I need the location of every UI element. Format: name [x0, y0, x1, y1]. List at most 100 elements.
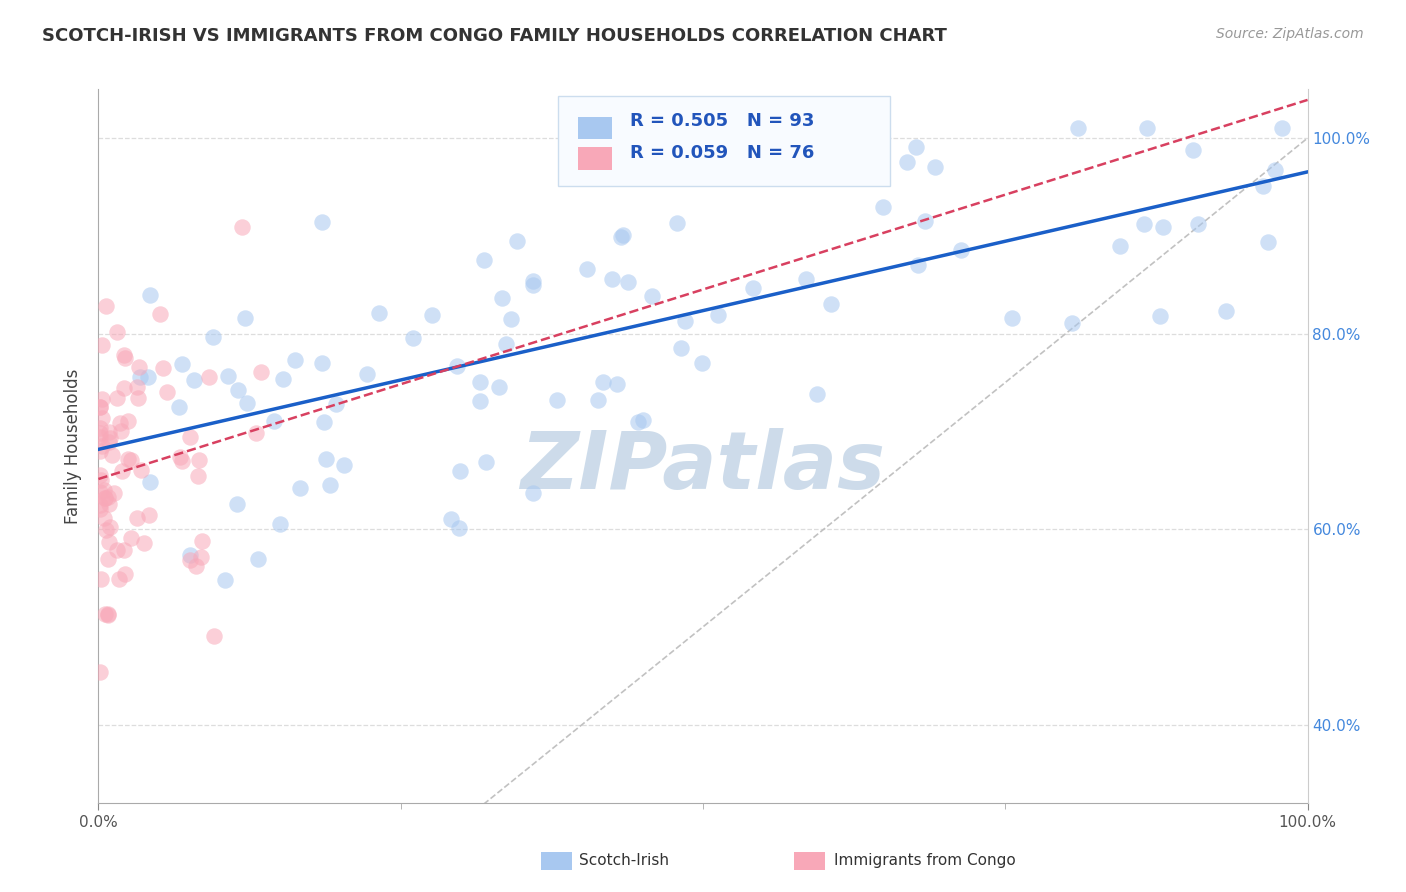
Point [117, 414, 139, 428]
Point [586, 392, 609, 407]
Point [806, 387, 828, 401]
Point [98, 520, 121, 534]
Point [1133, 217, 1156, 231]
Point [356, 367, 378, 381]
Point [201, 330, 224, 344]
Point [1152, 219, 1174, 234]
Text: R = 0.059   N = 76: R = 0.059 N = 76 [630, 145, 815, 162]
Point [105, 326, 128, 340]
Point [896, 154, 918, 169]
Point [616, 275, 638, 289]
Point [89, 401, 111, 415]
Point [94, 524, 117, 538]
Point [107, 543, 129, 558]
Point [367, 306, 389, 320]
Point [475, 455, 498, 469]
Point [89, 502, 111, 516]
Point [93, 511, 115, 525]
Point [202, 630, 225, 644]
Point [314, 416, 336, 430]
Point [149, 306, 172, 320]
Point [325, 397, 347, 411]
Point [794, 170, 817, 185]
Point [1149, 309, 1171, 323]
Point [488, 380, 510, 394]
Point [447, 521, 470, 535]
Point [741, 281, 763, 295]
Point [245, 425, 267, 440]
Point [128, 370, 150, 384]
Point [131, 463, 153, 477]
Point [89, 429, 111, 443]
Point [288, 481, 311, 495]
Point [499, 312, 522, 326]
Point [235, 311, 257, 326]
Point [170, 357, 193, 371]
Point [94, 491, 117, 505]
Point [439, 511, 461, 525]
Point [627, 415, 650, 429]
Point [90, 572, 112, 586]
Y-axis label: Family Households: Family Households [65, 368, 83, 524]
Point [97, 551, 120, 566]
Point [794, 271, 817, 285]
Point [491, 291, 513, 305]
Text: Immigrants from Congo: Immigrants from Congo [834, 854, 1015, 868]
Text: R = 0.505   N = 93: R = 0.505 N = 93 [630, 112, 815, 130]
Point [94, 299, 117, 313]
Point [169, 450, 191, 465]
Point [89, 421, 111, 435]
Point [226, 383, 249, 397]
Text: Source: ZipAtlas.com: Source: ZipAtlas.com [1216, 27, 1364, 41]
Point [127, 392, 149, 406]
Point [1066, 121, 1088, 136]
Point [1187, 218, 1209, 232]
Point [198, 370, 221, 384]
Point [592, 376, 614, 390]
Point [247, 551, 270, 566]
Text: Scotch-Irish: Scotch-Irish [579, 854, 669, 868]
Point [217, 369, 239, 384]
Point [673, 313, 696, 327]
FancyBboxPatch shape [578, 147, 613, 169]
Point [1253, 179, 1275, 194]
Point [420, 309, 443, 323]
Point [97, 535, 120, 549]
Point [94, 491, 117, 505]
Point [112, 381, 135, 395]
Point [924, 160, 946, 174]
Point [640, 288, 662, 302]
Point [98, 425, 121, 439]
Point [89, 498, 111, 512]
Point [111, 464, 134, 478]
Point [90, 338, 112, 352]
Point [249, 365, 271, 379]
Point [950, 244, 973, 258]
Point [315, 452, 337, 467]
Point [138, 475, 160, 489]
Point [139, 288, 162, 302]
Point [472, 253, 495, 268]
Point [402, 331, 425, 345]
Point [184, 558, 207, 573]
Point [214, 574, 236, 588]
Point [170, 454, 193, 468]
Point [89, 665, 111, 680]
Point [273, 372, 295, 386]
Point [89, 485, 111, 500]
Point [183, 373, 205, 387]
Point [132, 536, 155, 550]
Point [284, 353, 307, 368]
Point [470, 394, 492, 409]
Point [605, 376, 627, 391]
Point [522, 485, 544, 500]
Point [1257, 235, 1279, 249]
Point [100, 431, 122, 445]
Point [609, 229, 631, 244]
Point [226, 497, 249, 511]
Point [446, 359, 468, 373]
Point [112, 542, 135, 557]
Point [91, 439, 114, 453]
Point [89, 468, 111, 483]
Point [1001, 310, 1024, 325]
